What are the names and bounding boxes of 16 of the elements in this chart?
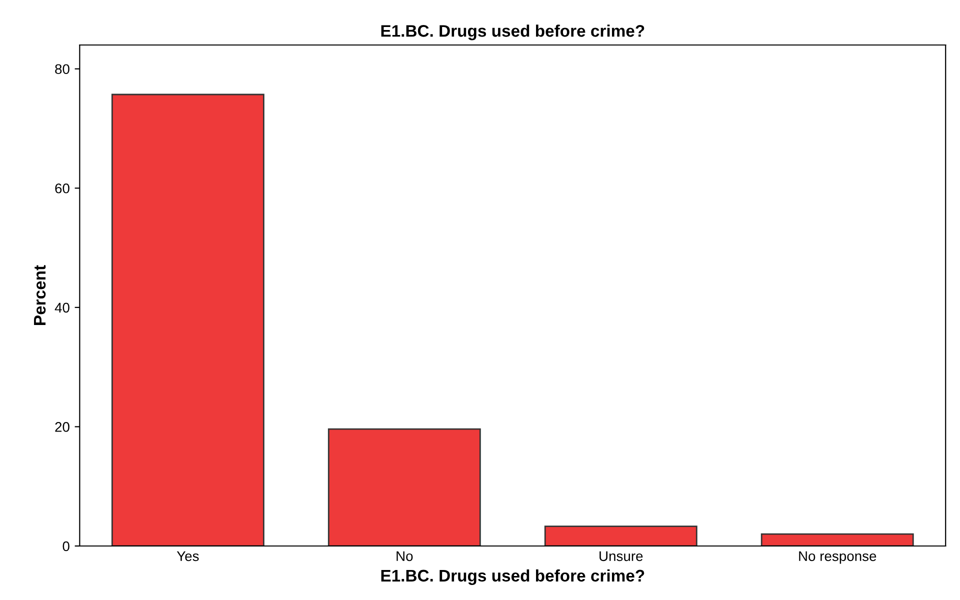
y-tick-label: 80 [55,64,70,74]
bar [544,526,698,546]
x-tick-label: No [396,551,413,562]
bar [328,428,481,546]
y-tick-label: 0 [62,541,70,552]
y-tick-label: 60 [55,183,70,194]
x-tick-label: Unsure [600,551,643,562]
bar [760,533,914,546]
y-axis-title: Percent [34,265,46,325]
bar [111,94,264,546]
x-tick-label: Yes [176,551,199,562]
y-tick-label: 20 [55,422,70,432]
y-tick-label: 40 [54,302,70,313]
x-axis-title: E1.BC. Drugs used before crime? [381,569,644,585]
chart-title: E1.BC. Drugs used before crime? [381,24,644,40]
x-tick-label: No response [799,551,876,564]
